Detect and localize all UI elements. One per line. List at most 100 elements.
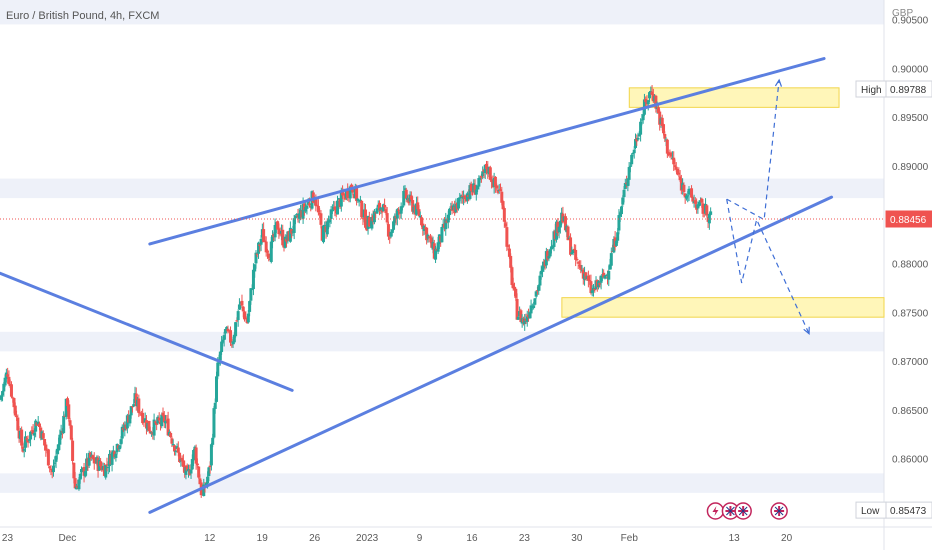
candle-body	[589, 281, 593, 293]
candle-body	[546, 251, 550, 260]
currency-label: GBP	[892, 8, 914, 19]
candle-body	[243, 311, 247, 320]
candle-body	[16, 417, 20, 431]
candle-body	[428, 237, 432, 239]
candle-body	[7, 376, 11, 385]
trendlines[interactable]	[0, 57, 834, 514]
candle-body	[181, 460, 185, 467]
candle-body	[510, 267, 514, 285]
price-zones[interactable]	[561, 87, 885, 318]
candle-body	[226, 328, 230, 332]
candle-body	[389, 231, 393, 237]
candle-body	[342, 193, 346, 196]
candle-body	[383, 204, 387, 208]
candle-body	[676, 169, 680, 175]
candle-body	[251, 269, 255, 290]
candle-body	[628, 165, 632, 167]
candle-body	[341, 191, 345, 196]
candle-body	[137, 398, 141, 414]
candle-body	[700, 198, 704, 203]
channel-upper[interactable]	[148, 57, 826, 246]
channel-lower[interactable]	[148, 195, 834, 514]
candle-body	[230, 344, 234, 346]
time-axis[interactable]: 23 Dec 12 19 26 2023 9 16 23 30 Feb 13 20	[2, 533, 793, 544]
candle-body	[161, 412, 165, 416]
candle-body	[372, 211, 376, 223]
candle-body	[216, 362, 220, 377]
bearish-path[interactable]	[726, 198, 810, 335]
flag-diag-2	[738, 506, 748, 516]
downtrend-line[interactable]	[0, 271, 294, 392]
candle-body	[104, 464, 108, 478]
candle-body	[569, 237, 573, 255]
candle-body	[697, 202, 701, 206]
candle-body	[46, 449, 50, 466]
candle-body	[257, 242, 261, 254]
candle-body	[351, 187, 355, 193]
candlesticks	[0, 85, 713, 498]
candle-body	[106, 467, 110, 469]
candle-body	[283, 236, 287, 248]
candle-body	[622, 189, 626, 198]
candle-body	[584, 272, 588, 280]
event-icons[interactable]	[706, 502, 788, 520]
candle-body	[393, 215, 397, 223]
highlight-band	[0, 473, 884, 493]
candle-body	[292, 218, 296, 233]
candle-body	[386, 224, 390, 237]
projection-arrows[interactable]	[726, 78, 810, 336]
candle-body	[707, 214, 711, 224]
candle-body	[65, 398, 69, 406]
candle-body	[164, 420, 168, 424]
highlight-band	[0, 331, 884, 352]
candle-body	[621, 197, 625, 205]
candle-body	[648, 92, 652, 99]
candle-body	[693, 200, 697, 204]
candle-body	[701, 203, 705, 214]
candle-body	[195, 463, 199, 466]
candle-body	[192, 449, 196, 461]
candle-body	[417, 209, 421, 216]
candle-body	[515, 299, 519, 320]
candle-body	[402, 190, 406, 206]
candle-body	[302, 203, 306, 211]
candle-body	[73, 478, 77, 489]
candle-body	[533, 298, 537, 305]
candle-body	[650, 91, 654, 95]
candle-body	[166, 418, 170, 436]
resistance-zone[interactable]	[628, 87, 840, 108]
candle-body	[532, 305, 536, 309]
support-zone[interactable]	[561, 297, 885, 318]
candle-body	[54, 455, 58, 462]
candle-body	[288, 227, 292, 242]
candle-body	[26, 440, 30, 443]
candle-body	[502, 208, 506, 222]
time-tick-label: 23	[519, 533, 531, 544]
candle-body	[495, 185, 499, 189]
time-tick-label: Feb	[621, 533, 639, 544]
price-marker-label: High	[861, 85, 882, 96]
candle-body	[552, 231, 556, 247]
candle-body	[37, 423, 41, 427]
candle-body	[566, 226, 570, 241]
candle-body	[328, 219, 332, 222]
candle-body	[114, 453, 118, 458]
time-tick-label: 9	[417, 533, 423, 544]
candle-body	[202, 484, 206, 497]
candle-body	[641, 114, 645, 121]
candle-body	[206, 476, 210, 484]
candle-body	[603, 275, 607, 279]
bullish-path[interactable]	[726, 79, 780, 221]
price-tick-label: 0.86500	[892, 406, 929, 417]
candle-body	[255, 253, 259, 255]
candle-body	[337, 198, 341, 200]
candle-body	[29, 431, 33, 440]
candle-body	[78, 473, 82, 480]
candle-body	[172, 445, 176, 452]
candle-body	[237, 304, 241, 310]
candle-body	[80, 469, 84, 473]
candle-body	[271, 235, 275, 243]
candle-body	[130, 405, 134, 408]
candle-body	[499, 189, 503, 192]
